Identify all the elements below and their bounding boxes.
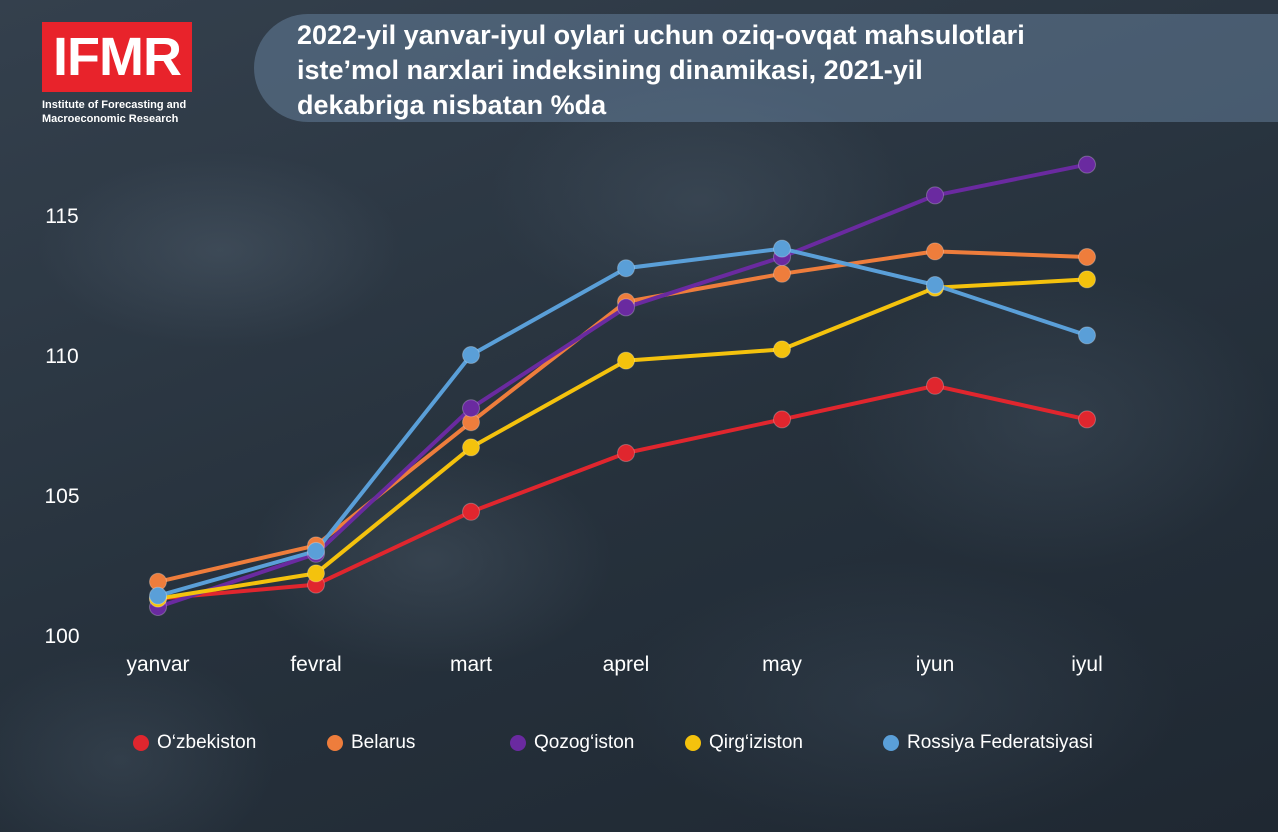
ifmr-logo: IFMR (42, 22, 192, 92)
series-3-point-aprel (617, 351, 635, 370)
legend-marker (685, 735, 701, 751)
legend-label: Rossiya Federatsiyasi (907, 732, 1093, 753)
y-tick-label-110: 110 (45, 345, 78, 368)
legend-marker (510, 735, 526, 751)
y-tick-label-100: 100 (44, 625, 79, 648)
series-3-point-iyul (1078, 270, 1096, 289)
legend-item-4: Rossiya Federatsiyasi (883, 732, 1093, 754)
series-4-point-yanvar (149, 586, 167, 605)
series-4-point-may (773, 239, 791, 258)
series-4-point-mart (462, 346, 480, 364)
y-tick-label-105: 105 (44, 485, 79, 508)
series-0-point-may (773, 410, 791, 429)
legend-item-2: Qozog‘iston (510, 732, 634, 754)
series-3-point-mart (462, 438, 480, 457)
series-0-point-iyun (926, 376, 944, 395)
legend-label: Belarus (351, 732, 416, 753)
chart-title-line2: iste’mol narxlari indeksining dinamikasi… (297, 55, 923, 85)
legend-item-3: Qirg‘iziston (685, 732, 803, 754)
legend-marker (327, 735, 343, 751)
logo-subtitle: Institute of Forecasting and Macroeconom… (42, 98, 212, 126)
series-4-point-aprel (617, 259, 635, 278)
logo-subtitle-line2: Macroeconomic Research (42, 113, 179, 125)
series-line-0 (156, 383, 1089, 601)
chart-title-line3: dekabriga nisbatan %da (297, 90, 607, 120)
series-0-point-mart (462, 502, 480, 521)
series-2-point-iyun (926, 186, 944, 205)
series-4-point-iyun (926, 276, 944, 294)
series-0-point-aprel (617, 444, 635, 462)
series-4-point-iyul (1078, 326, 1096, 345)
series-4-point-fevral (307, 542, 325, 560)
legend-label: O‘zbekiston (157, 732, 257, 753)
series-1-point-iyul (1078, 248, 1096, 266)
legend-label: Qozog‘iston (534, 732, 635, 753)
chart-title-line1: 2022-yil yanvar-iyul oylari uchun oziq-o… (297, 20, 1025, 50)
series-0-point-iyul (1078, 410, 1096, 429)
x-tick-label-may: may (762, 653, 802, 676)
x-tick-label-aprel: aprel (603, 653, 650, 676)
x-tick-label-mart: mart (450, 653, 492, 676)
x-tick-label-iyul: iyul (1071, 653, 1103, 676)
series-2-point-mart (462, 399, 480, 418)
legend-marker (883, 735, 899, 751)
legend-marker (133, 735, 149, 751)
series-line-2 (156, 162, 1089, 609)
series-3-point-fevral (307, 564, 325, 583)
title-banner (254, 14, 1278, 122)
series-2-point-aprel (617, 298, 635, 317)
chart-title: 2022-yil yanvar-iyul oylari uchun oziq-o… (297, 18, 1197, 123)
series-1-point-may (773, 264, 791, 283)
x-tick-label-iyun: iyun (916, 653, 955, 676)
legend-item-0: O‘zbekiston (133, 732, 256, 754)
logo-subtitle-line1: Institute of Forecasting and (42, 99, 187, 111)
chart-legend: O‘zbekiston Belarus Qozog‘iston Qirg‘izisto… (0, 732, 1278, 762)
x-tick-label-fevral: fevral (290, 653, 341, 676)
series-1-point-iyun (926, 242, 944, 261)
series-3-point-may (773, 340, 791, 359)
series-2-point-iyul (1078, 155, 1096, 174)
legend-label: Qirg‘iziston (709, 732, 803, 753)
y-tick-label-115: 115 (45, 205, 78, 228)
legend-item-1: Belarus (327, 732, 415, 754)
x-tick-label-yanvar: yanvar (126, 653, 189, 676)
